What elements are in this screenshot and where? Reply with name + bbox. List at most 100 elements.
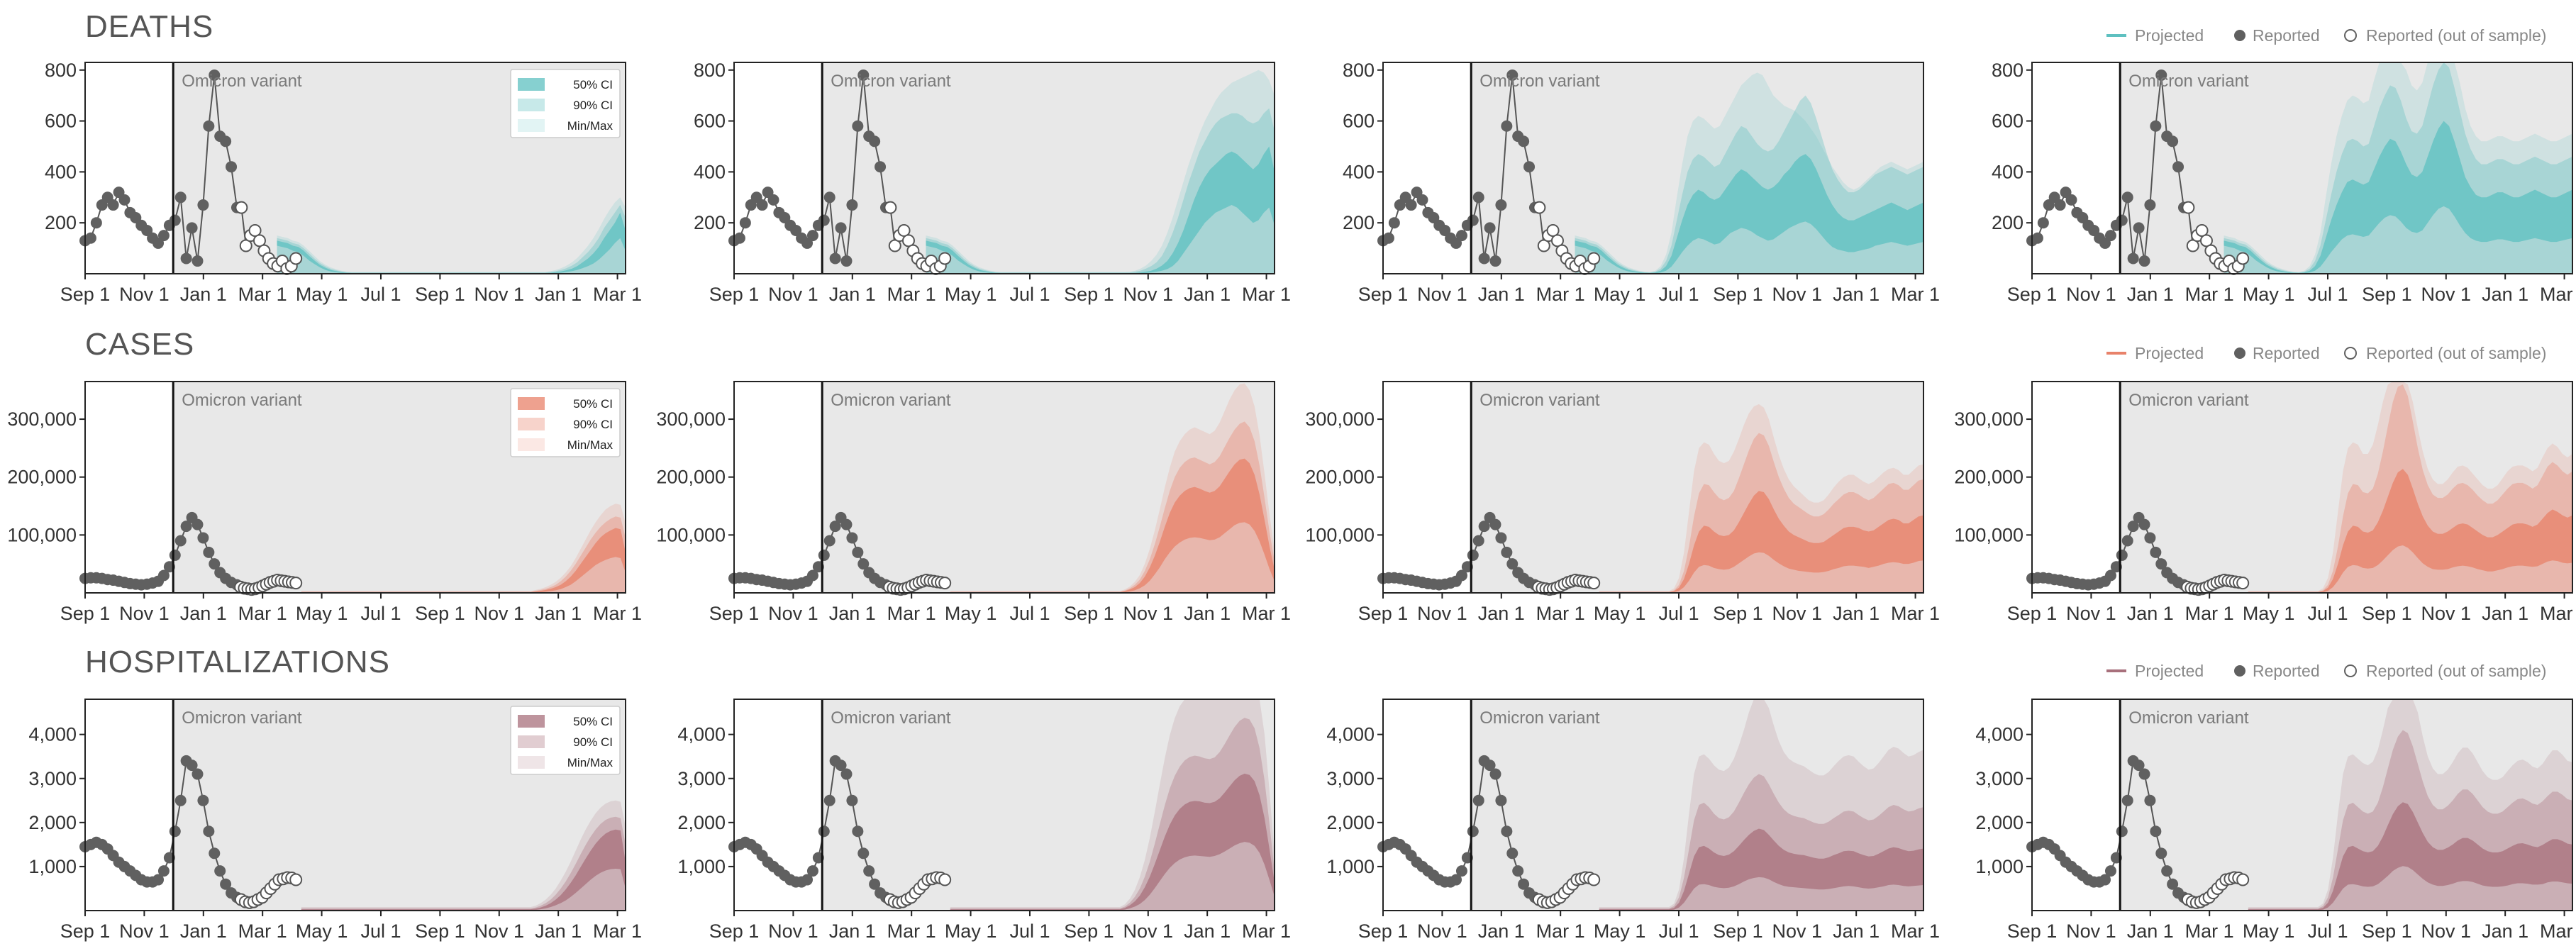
- reported-point: [2144, 532, 2156, 544]
- x-tick-label: May 1: [296, 603, 348, 624]
- reported-point: [203, 546, 215, 558]
- x-tick-label: Sep 1: [2362, 284, 2412, 305]
- reported-point: [180, 252, 192, 265]
- reported-point: [2133, 760, 2145, 772]
- reported-point: [1405, 199, 1417, 211]
- panel-cases-3: Omicron variant 100,000 200,000 300,000 Sep …: [1305, 381, 1940, 624]
- y-tick-label: 400: [1992, 161, 2023, 182]
- panel-frame: [733, 381, 1275, 594]
- y-tick-label: 600: [694, 111, 726, 132]
- x-tick-label: Sep 1: [2007, 284, 2058, 305]
- reported-point: [818, 825, 830, 838]
- ci-legend-label: 90% CI: [573, 418, 613, 431]
- reported-point: [197, 794, 209, 806]
- y-tick-label: 300,000: [7, 408, 77, 430]
- reported-point: [191, 255, 204, 267]
- x-tick-label: Jan 1: [829, 284, 876, 305]
- reported-point: [1495, 199, 1507, 211]
- y-tick-label: 600: [1992, 111, 2023, 132]
- y-tick-label: 200,000: [7, 467, 77, 488]
- reported-point: [2121, 794, 2133, 806]
- reported-point: [90, 217, 102, 229]
- y-tick-label: 400: [694, 161, 726, 182]
- x-tick-label: Sep 1: [1064, 603, 1114, 624]
- reported-point: [1489, 768, 1501, 780]
- reported-point: [1467, 825, 1479, 838]
- panel-cases-4: Omicron variant 100,000 200,000 300,000 Sep …: [1954, 381, 2576, 624]
- reported-point: [1495, 532, 1507, 544]
- band-minmax: [950, 699, 1275, 911]
- reported-point: [107, 199, 119, 211]
- y-tick-label: 2,000: [28, 812, 77, 833]
- y-tick-label: 100,000: [7, 524, 77, 545]
- x-tick-label: Mar 1: [2540, 603, 2576, 624]
- x-tick-label: Sep 1: [1713, 284, 1763, 305]
- band-minmax: [277, 197, 626, 274]
- x-tick-label: Sep 1: [709, 921, 760, 942]
- reported-point: [174, 191, 187, 204]
- reported-point: [220, 135, 232, 148]
- legend-oos-label: Reported (out of sample): [2366, 26, 2546, 45]
- x-tick-label: Nov 1: [2066, 603, 2116, 624]
- legend-reported-label: Reported: [2253, 26, 2320, 45]
- reported-point: [2099, 874, 2111, 886]
- reported-point: [1416, 194, 1428, 206]
- panel-frame: [84, 699, 626, 911]
- x-tick-label: Jan 1: [2482, 284, 2528, 305]
- reported-oos-point: [1550, 234, 1564, 248]
- x-tick-label: Nov 1: [1123, 603, 1174, 624]
- panel-frame: [1382, 381, 1924, 594]
- ci-legend-swatch: [518, 397, 545, 410]
- x-tick-label: Nov 1: [2066, 921, 2116, 942]
- reported-point: [806, 569, 818, 582]
- reported-oos-point: [2236, 252, 2250, 265]
- x-tick-label: Nov 1: [1123, 921, 1174, 942]
- x-tick-label: Sep 1: [415, 603, 465, 624]
- reported-point: [2116, 549, 2128, 561]
- x-tick-label: Jan 1: [180, 603, 227, 624]
- y-tick-label: 200: [694, 212, 726, 233]
- x-tick-label: Jul 1: [2307, 603, 2348, 624]
- x-tick-label: Mar 1: [2185, 603, 2234, 624]
- y-tick-label: 400: [1343, 161, 1375, 182]
- reported-point: [1501, 546, 1513, 558]
- y-tick-label: 1,000: [677, 856, 726, 877]
- y-tick-label: 200,000: [1954, 467, 2023, 488]
- reported-oos-point: [2236, 873, 2250, 886]
- omicron-label: Omicron variant: [831, 391, 951, 410]
- x-tick-label: Jul 1: [1658, 284, 1699, 305]
- reported-point: [846, 532, 858, 544]
- x-tick-label: Sep 1: [60, 284, 111, 305]
- reported-point: [197, 199, 209, 211]
- x-tick-label: Mar 1: [593, 921, 642, 942]
- reported-point: [846, 199, 858, 211]
- omicron-label: Omicron variant: [182, 708, 302, 728]
- reported-point: [2116, 214, 2128, 226]
- band-minmax: [301, 800, 626, 911]
- band-90ci: [301, 516, 626, 593]
- reported-point: [852, 120, 864, 132]
- reported-point: [1455, 230, 1467, 242]
- y-tick-label: 1,000: [28, 856, 77, 877]
- reported-point: [2138, 768, 2150, 780]
- omicron-label: Omicron variant: [182, 72, 302, 91]
- y-tick-label: 4,000: [28, 724, 77, 745]
- legend-projected-label: Projected: [2135, 26, 2204, 45]
- x-tick-label: Sep 1: [1358, 603, 1409, 624]
- y-tick-label: 100,000: [1305, 524, 1375, 545]
- reported-point: [180, 521, 192, 533]
- legend-oos-label: Reported (out of sample): [2366, 662, 2546, 680]
- ci-legend-label: Min/Max: [567, 756, 614, 769]
- x-tick-label: Mar 1: [593, 284, 642, 305]
- y-tick-label: 3,000: [28, 768, 77, 789]
- reported-point: [852, 546, 864, 558]
- reported-point: [2150, 825, 2162, 838]
- legend-reported-marker: [2234, 665, 2245, 677]
- x-tick-label: Sep 1: [2362, 921, 2412, 942]
- ci-legend: 50% CI 90% CI Min/Max: [510, 388, 621, 457]
- reported-point: [186, 760, 198, 772]
- reported-point: [863, 865, 875, 877]
- x-tick-label: Nov 1: [768, 284, 818, 305]
- reported-point: [169, 214, 181, 226]
